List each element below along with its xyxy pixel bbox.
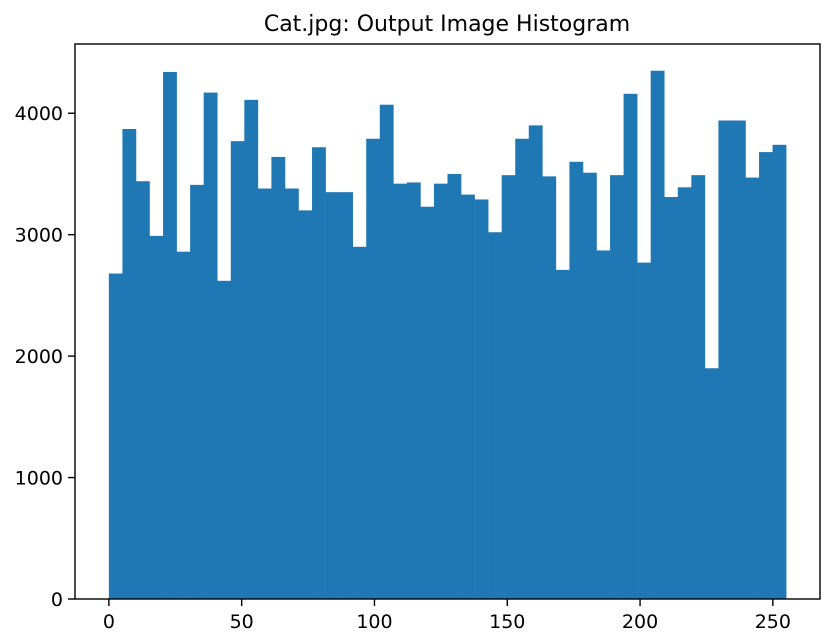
histogram-bar	[610, 175, 624, 600]
histogram-bar	[501, 175, 516, 600]
histogram-bar	[718, 120, 733, 599]
histogram-bar	[271, 156, 286, 599]
histogram-bar	[284, 188, 299, 599]
chart-title: Cat.jpg: Output Image Histogram	[264, 12, 630, 37]
y-tick-label: 1000	[15, 468, 63, 490]
histogram-bar	[555, 269, 570, 599]
histogram-bar	[393, 183, 408, 599]
histogram-bar	[623, 93, 638, 600]
histogram-bar	[122, 129, 137, 600]
histogram-bar	[664, 197, 679, 599]
y-tick-label: 4000	[15, 103, 63, 125]
histogram-bar	[515, 138, 530, 599]
histogram-bar	[163, 71, 177, 599]
histogram-bar	[339, 192, 353, 599]
histogram-bar	[230, 141, 245, 599]
histogram-bar	[745, 177, 760, 599]
histogram-bar	[637, 262, 651, 599]
y-tick-label: 0	[51, 589, 63, 611]
histogram-bar	[677, 187, 692, 600]
histogram-bar	[203, 92, 218, 599]
x-tick-label: 50	[230, 611, 254, 633]
histogram-bar	[325, 192, 340, 599]
y-tick-label: 2000	[15, 346, 63, 368]
y-tick-label: 3000	[15, 225, 63, 247]
y-axis-ticks: 0 1000 2000 3000 4000	[15, 103, 75, 611]
histogram-bar	[704, 368, 719, 599]
x-tick-label: 100	[356, 611, 392, 633]
histogram-bar	[474, 199, 489, 599]
histogram-bar	[447, 173, 462, 599]
histogram-bar	[352, 246, 367, 599]
histogram-bar	[488, 232, 502, 599]
histogram-bar	[312, 147, 326, 599]
x-axis-ticks: 0 50 100 150 200 250	[103, 599, 791, 633]
histogram-bar	[190, 184, 204, 599]
bars-group	[108, 70, 787, 600]
x-tick-label: 250	[755, 611, 791, 633]
histogram-bar	[772, 144, 787, 599]
histogram-bar	[257, 188, 272, 599]
x-tick-label: 0	[103, 611, 115, 633]
histogram-bar	[149, 235, 164, 599]
histogram-bar	[596, 250, 611, 599]
histogram-bar	[569, 161, 584, 599]
histogram-bar	[542, 176, 557, 599]
histogram-bar	[650, 70, 665, 600]
x-tick-label: 150	[489, 611, 525, 633]
histogram-bar	[420, 206, 435, 599]
histogram-bar	[433, 183, 448, 599]
x-tick-label: 200	[622, 611, 658, 633]
histogram-bar	[731, 120, 746, 599]
histogram-bar	[244, 99, 259, 600]
histogram-bar	[582, 172, 597, 600]
histogram-bar	[176, 251, 191, 599]
histogram-bar	[691, 175, 706, 600]
histogram-bar	[366, 138, 381, 599]
histogram-bar	[528, 125, 543, 599]
histogram-bar	[135, 181, 150, 600]
histogram-bar	[217, 280, 232, 599]
histogram-bar	[406, 182, 421, 599]
plot-frame	[74, 43, 821, 600]
histogram-bar	[461, 194, 475, 599]
histogram-bar	[298, 210, 313, 600]
histogram-bar	[379, 104, 394, 599]
histogram-bar	[108, 273, 123, 599]
histogram-bar	[759, 152, 773, 600]
